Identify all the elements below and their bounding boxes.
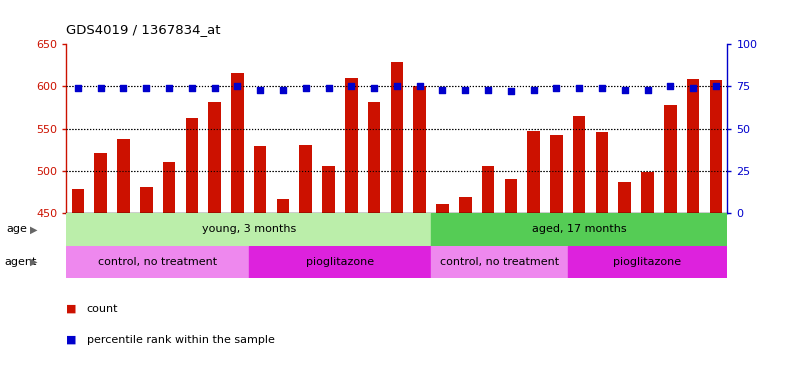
Point bbox=[710, 83, 723, 89]
Point bbox=[71, 85, 84, 91]
Text: ■: ■ bbox=[66, 304, 77, 314]
Bar bbox=[413, 86, 426, 384]
Point bbox=[481, 87, 494, 93]
Bar bbox=[254, 146, 267, 384]
Point bbox=[368, 85, 380, 91]
Point bbox=[550, 85, 563, 91]
Bar bbox=[618, 182, 631, 384]
Point bbox=[413, 83, 426, 89]
Point bbox=[505, 88, 517, 94]
Bar bbox=[431, 246, 568, 278]
Point bbox=[208, 85, 221, 91]
Bar bbox=[163, 162, 175, 384]
Bar bbox=[249, 246, 431, 278]
Bar bbox=[95, 153, 107, 384]
Bar bbox=[117, 139, 130, 384]
Bar bbox=[481, 166, 494, 384]
Bar bbox=[459, 197, 472, 384]
Text: ■: ■ bbox=[66, 335, 77, 345]
Point bbox=[345, 83, 358, 89]
Bar bbox=[431, 213, 727, 246]
Text: control, no treatment: control, no treatment bbox=[440, 257, 559, 267]
Point bbox=[95, 85, 107, 91]
Bar bbox=[300, 145, 312, 384]
Point bbox=[618, 87, 631, 93]
Bar bbox=[208, 103, 221, 384]
Text: pioglitazone: pioglitazone bbox=[306, 257, 374, 267]
Bar bbox=[186, 118, 198, 384]
Point bbox=[322, 85, 335, 91]
Bar bbox=[687, 79, 699, 384]
Point bbox=[664, 83, 677, 89]
Text: GDS4019 / 1367834_at: GDS4019 / 1367834_at bbox=[66, 23, 221, 36]
Bar bbox=[71, 189, 84, 384]
Bar bbox=[66, 246, 249, 278]
Bar bbox=[66, 213, 431, 246]
Bar bbox=[568, 246, 727, 278]
Text: pioglitazone: pioglitazone bbox=[614, 257, 682, 267]
Text: ▶: ▶ bbox=[30, 257, 38, 267]
Text: aged, 17 months: aged, 17 months bbox=[532, 224, 626, 235]
Bar bbox=[573, 116, 586, 384]
Text: age: age bbox=[6, 224, 27, 235]
Bar bbox=[437, 204, 449, 384]
Point bbox=[641, 87, 654, 93]
Point bbox=[254, 87, 267, 93]
Point bbox=[163, 85, 175, 91]
Bar bbox=[391, 62, 403, 384]
Point bbox=[140, 85, 153, 91]
Point bbox=[527, 87, 540, 93]
Bar bbox=[527, 131, 540, 384]
Bar bbox=[664, 105, 677, 384]
Point bbox=[459, 87, 472, 93]
Text: agent: agent bbox=[4, 257, 36, 267]
Bar bbox=[368, 103, 380, 384]
Point bbox=[185, 85, 198, 91]
Bar bbox=[550, 134, 562, 384]
Text: young, 3 months: young, 3 months bbox=[202, 224, 296, 235]
Text: percentile rank within the sample: percentile rank within the sample bbox=[87, 335, 275, 345]
Bar bbox=[345, 78, 357, 384]
Point bbox=[231, 83, 244, 89]
Bar bbox=[231, 73, 244, 384]
Text: control, no treatment: control, no treatment bbox=[98, 257, 217, 267]
Text: ▶: ▶ bbox=[30, 224, 38, 235]
Point bbox=[276, 87, 289, 93]
Point bbox=[686, 85, 699, 91]
Point bbox=[117, 85, 130, 91]
Bar bbox=[322, 166, 335, 384]
Point bbox=[391, 83, 404, 89]
Point bbox=[300, 85, 312, 91]
Bar bbox=[505, 179, 517, 384]
Point bbox=[573, 85, 586, 91]
Text: count: count bbox=[87, 304, 118, 314]
Bar bbox=[140, 187, 152, 384]
Bar bbox=[642, 172, 654, 384]
Bar bbox=[276, 199, 289, 384]
Point bbox=[596, 85, 609, 91]
Bar bbox=[710, 81, 723, 384]
Point bbox=[436, 87, 449, 93]
Bar bbox=[596, 132, 608, 384]
